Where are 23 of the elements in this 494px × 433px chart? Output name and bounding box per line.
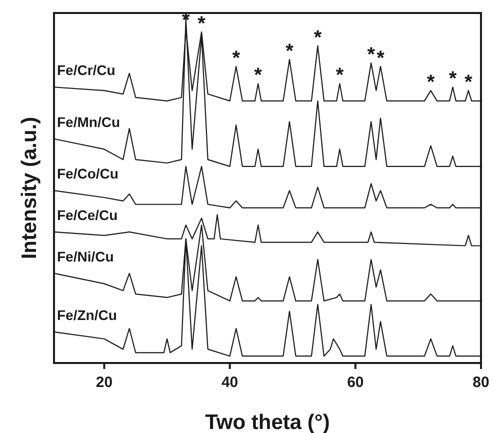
annotation: * [314,26,322,49]
annotation: * [426,72,435,94]
annotation: * [367,44,376,66]
series-label: Fe/Co/Cu [57,166,118,182]
annotation: * [198,12,206,35]
x-tick-label: 80 [472,374,490,391]
series-label: Fe/Ce/Cu [57,206,118,223]
annotation: * [286,40,294,63]
annotation: * [336,64,344,87]
series-label: Fe/Ni/Cu [57,248,114,264]
x-axis-title: Two theta (°) [205,411,330,433]
x-tick-label: 40 [221,374,238,391]
annotation: * [232,47,240,70]
annotation: * [254,64,262,87]
series-label: Fe/Cr/Cu [57,62,116,78]
annotation: * [376,47,385,70]
x-tick-label: 60 [347,374,364,391]
y-axis-title: Intensity (a.u.) [18,116,41,260]
series-label: Fe/Mn/Cu [57,114,120,130]
x-tick-label: 20 [96,374,113,391]
annotation: * [464,72,473,94]
series-label: Fe/Zn/Cu [57,306,117,323]
annotation: * [448,68,457,90]
